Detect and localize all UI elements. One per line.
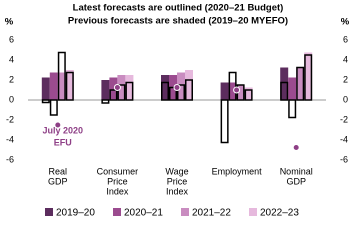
outlined-bar bbox=[57, 51, 66, 101]
bar bbox=[228, 82, 237, 100]
bar bbox=[244, 87, 253, 100]
x-tick-label: Wage bbox=[165, 166, 188, 176]
efu-dot bbox=[292, 144, 300, 151]
x-tick-label: Price bbox=[167, 176, 188, 186]
bar bbox=[125, 75, 134, 100]
legend-label: 2022–23 bbox=[260, 208, 299, 219]
efu-label: EFU bbox=[54, 137, 72, 147]
x-tick-label: GDP bbox=[48, 176, 68, 186]
y-tick-label: 6 bbox=[9, 34, 14, 44]
y-tick-label: 2 bbox=[9, 74, 14, 84]
bar bbox=[304, 52, 313, 100]
y2-tick-label: 0 bbox=[343, 94, 348, 104]
y2-tick-label: -2 bbox=[340, 114, 348, 124]
outlined-bar bbox=[109, 89, 118, 101]
outlined-bar bbox=[244, 89, 253, 101]
legend-label: 2019–20 bbox=[56, 208, 95, 219]
outlined-bar bbox=[161, 81, 169, 101]
x-tick-label: GDP bbox=[286, 176, 306, 186]
outlined-bar bbox=[296, 66, 305, 101]
x-tick-label: Index bbox=[106, 186, 129, 196]
outlined-bar bbox=[65, 71, 74, 101]
y2-tick-label: -6 bbox=[340, 154, 348, 164]
chart-title: Latest forecasts are outlined (2020–21 B… bbox=[73, 3, 284, 14]
bar bbox=[185, 70, 193, 100]
efu-label: July 2020 bbox=[43, 125, 84, 135]
x-tick-label: Nominal bbox=[280, 166, 313, 176]
efu-dot bbox=[173, 84, 181, 91]
outlined-bar bbox=[117, 84, 126, 101]
efu-dot bbox=[113, 84, 121, 91]
legend-swatch bbox=[181, 208, 189, 216]
outlined-bar bbox=[228, 71, 237, 101]
y2-tick-label: 6 bbox=[343, 34, 348, 44]
legend-swatch bbox=[113, 208, 121, 216]
outlined-bar bbox=[125, 81, 134, 101]
outlined-bar bbox=[49, 99, 58, 116]
y-tick-label: 4 bbox=[9, 54, 14, 64]
y-tick-label: -2 bbox=[6, 114, 14, 124]
y2-axis-label: % bbox=[341, 17, 350, 28]
bar bbox=[161, 75, 169, 100]
bar bbox=[49, 72, 58, 100]
bar bbox=[236, 85, 245, 100]
outlined-bar bbox=[177, 84, 185, 101]
outlined-bar bbox=[101, 99, 110, 104]
outlined-bar bbox=[220, 99, 229, 144]
y2-tick-label: 4 bbox=[343, 54, 348, 64]
bar bbox=[117, 75, 126, 100]
y2-tick-label: -4 bbox=[340, 134, 348, 144]
bar bbox=[101, 80, 110, 100]
bar bbox=[280, 67, 289, 100]
x-tick-label: Consumer bbox=[97, 166, 139, 176]
outlined-bar bbox=[304, 54, 313, 101]
outlined-bar bbox=[185, 79, 193, 101]
bar bbox=[41, 77, 50, 100]
bar bbox=[288, 77, 297, 100]
x-tick-label: Employment bbox=[212, 166, 263, 176]
legend-swatch bbox=[45, 208, 53, 216]
y2-tick-label: 2 bbox=[343, 74, 348, 84]
legend-label: 2020–21 bbox=[124, 208, 163, 219]
bar bbox=[177, 72, 185, 100]
chart-subtitle: Previous forecasts are shaded (2019–20 M… bbox=[68, 16, 288, 27]
outlined-bar bbox=[41, 99, 50, 104]
x-tick-label: Price bbox=[107, 176, 128, 186]
y-tick-label: -4 bbox=[6, 134, 14, 144]
outlined-bar bbox=[288, 99, 297, 119]
outlined-bar bbox=[169, 86, 177, 101]
y-tick-label: -6 bbox=[6, 154, 14, 164]
efu-dot bbox=[233, 86, 241, 94]
chart: Latest forecasts are outlined (2020–21 B… bbox=[5, 3, 350, 219]
bar bbox=[296, 67, 305, 100]
bar bbox=[220, 82, 229, 100]
legend-swatch bbox=[249, 208, 257, 216]
outlined-bar bbox=[280, 81, 289, 101]
efu-dot bbox=[54, 121, 62, 129]
y-tick-label: 0 bbox=[9, 94, 14, 104]
y-axis-label: % bbox=[5, 17, 14, 28]
bar bbox=[65, 70, 74, 100]
legend-label: 2021–22 bbox=[192, 208, 231, 219]
bar bbox=[109, 77, 118, 100]
bar bbox=[57, 72, 66, 100]
x-tick-label: Index bbox=[166, 186, 189, 196]
x-tick-label: Real bbox=[49, 166, 68, 176]
